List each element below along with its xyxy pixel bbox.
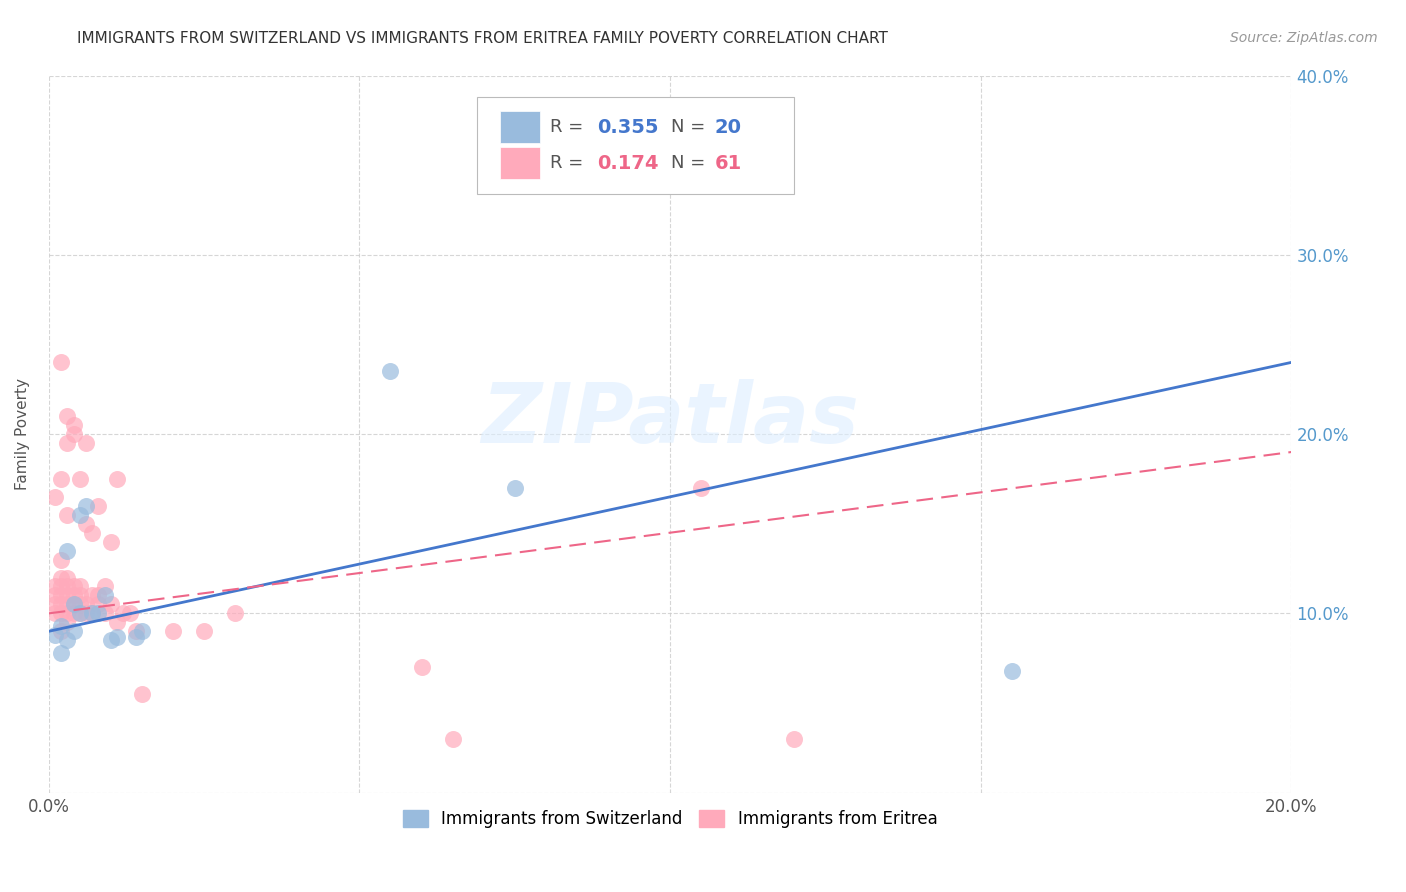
Text: Source: ZipAtlas.com: Source: ZipAtlas.com [1230,31,1378,45]
Point [125,630,148,644]
Point [82,525,104,540]
Point [125,624,148,639]
Point [100,633,122,648]
Point [51,355,73,369]
Text: N =: N = [671,118,711,136]
Point [105,472,128,486]
Point [131,624,153,639]
Point [56,589,79,603]
Text: 0.174: 0.174 [596,153,658,172]
Point [82,607,104,621]
Point [62,589,84,603]
Point [62,598,84,612]
Point [87,589,110,603]
Point [51,472,73,486]
Point [56,598,79,612]
Point [87,499,110,513]
Point [62,624,84,639]
Point [100,598,122,612]
Point [62,598,84,612]
Point [69,579,91,593]
FancyBboxPatch shape [501,147,540,178]
Point [51,624,73,639]
Point [87,607,110,621]
Point [380,364,402,378]
Point [56,579,79,593]
Point [783,731,806,746]
Point [56,607,79,621]
Text: IMMIGRANTS FROM SWITZERLAND VS IMMIGRANTS FROM ERITREA FAMILY POVERTY CORRELATIO: IMMIGRANTS FROM SWITZERLAND VS IMMIGRANT… [77,31,889,46]
Text: 20: 20 [714,118,742,136]
Text: 0.355: 0.355 [596,118,658,136]
Point [100,534,122,549]
Point [44,607,66,621]
Point [62,607,84,621]
Point [62,418,84,433]
Point [51,646,73,660]
Point [44,628,66,642]
Point [82,607,104,621]
Point [69,598,91,612]
Point [105,615,128,630]
Text: ZIPatlas: ZIPatlas [481,379,859,460]
Point [69,508,91,522]
Point [69,589,91,603]
Point [93,607,115,621]
Point [44,598,66,612]
Point [51,589,73,603]
Point [56,436,79,450]
Point [75,598,97,612]
Point [69,607,91,621]
Point [118,607,141,621]
Point [56,570,79,584]
Point [56,508,79,522]
Point [51,552,73,566]
Point [87,598,110,612]
Point [1001,664,1024,678]
Point [44,579,66,593]
Point [56,543,79,558]
Point [69,472,91,486]
Point [105,630,128,644]
Text: R =: R = [550,154,589,172]
Point [44,490,66,504]
Text: 61: 61 [714,153,742,172]
Point [69,607,91,621]
Point [51,619,73,633]
Point [56,633,79,648]
Point [51,579,73,593]
FancyBboxPatch shape [501,112,540,143]
Point [51,607,73,621]
Point [75,436,97,450]
Point [75,516,97,531]
Point [56,615,79,630]
Point [93,589,115,603]
FancyBboxPatch shape [478,97,794,194]
Point [44,589,66,603]
Text: N =: N = [671,154,711,172]
Point [93,579,115,593]
Point [62,579,84,593]
Point [503,481,526,495]
Point [75,499,97,513]
Point [51,570,73,584]
Point [51,598,73,612]
Point [56,409,79,424]
Point [690,481,713,495]
Point [62,427,84,442]
Point [193,624,215,639]
Point [224,607,246,621]
Point [82,589,104,603]
Y-axis label: Family Poverty: Family Poverty [15,378,30,490]
Legend: Immigrants from Switzerland, Immigrants from Eritrea: Immigrants from Switzerland, Immigrants … [396,803,943,835]
Point [131,687,153,701]
Point [411,660,433,674]
Point [112,607,135,621]
Point [441,731,464,746]
Point [75,607,97,621]
Text: R =: R = [550,118,589,136]
Point [162,624,184,639]
